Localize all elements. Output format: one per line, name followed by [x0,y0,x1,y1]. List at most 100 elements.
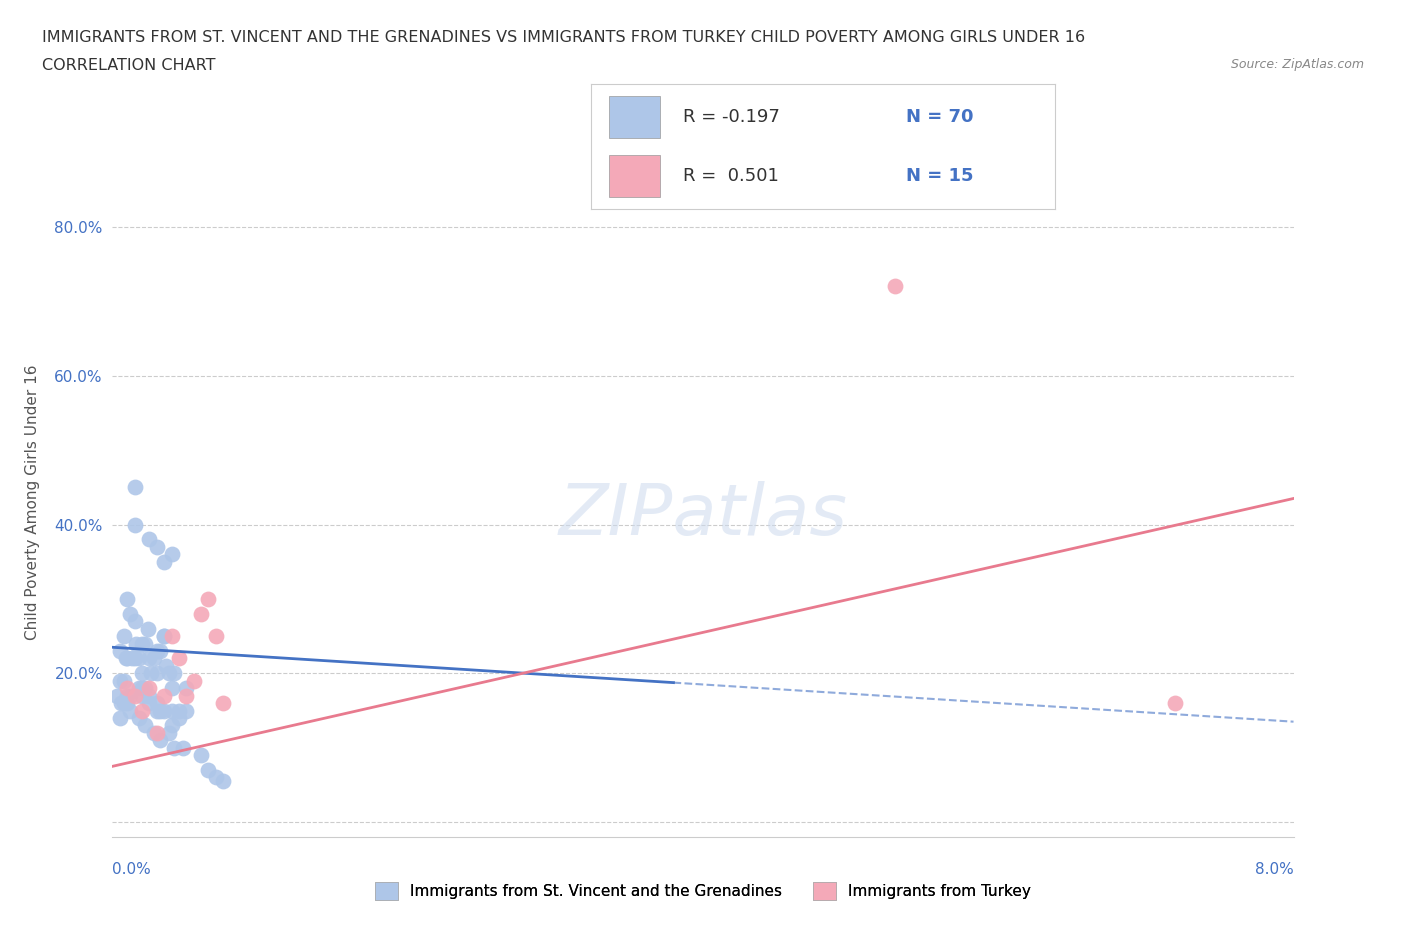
Point [125,636,148,651]
Point [172,740,194,755]
Point [174,703,197,718]
Point [117,688,138,703]
Point [131,703,153,718]
Point [157,666,180,681]
Text: R = -0.197: R = -0.197 [683,108,780,126]
Point [146,725,169,740]
Point [105,688,128,703]
Point [124,517,146,532]
Point [160,681,183,696]
Point [155,658,177,673]
Point [146,644,169,658]
Point [149,703,172,718]
Point [128,681,150,696]
Point [124,651,146,666]
Point [120,688,142,703]
Point [131,688,153,703]
Point [142,725,165,740]
Point [134,636,156,651]
Point [112,696,135,711]
Point [134,681,156,696]
Point [112,673,135,688]
Point [160,718,183,733]
Point [205,770,228,785]
FancyBboxPatch shape [609,155,661,197]
Point [138,696,160,711]
Point [134,718,156,733]
Point [146,696,169,711]
Point [120,703,142,718]
Point [153,629,176,644]
Point [190,748,212,763]
Point [160,629,183,644]
Point [138,532,160,547]
Point [163,740,186,755]
Point [167,703,190,718]
Text: N = 15: N = 15 [905,167,973,185]
Point [163,666,186,681]
Point [884,279,907,294]
Point [146,539,169,554]
Point [117,591,138,606]
Point [136,621,159,636]
Point [121,651,143,666]
Point [160,547,183,562]
Legend: Immigrants from St. Vincent and the Grenadines, Immigrants from Turkey: Immigrants from St. Vincent and the Gren… [368,875,1038,907]
Point [110,696,132,711]
Point [149,733,172,748]
Point [108,673,131,688]
Point [124,688,146,703]
Point [128,711,150,725]
Text: R =  0.501: R = 0.501 [683,167,779,185]
Point [174,688,197,703]
Point [124,614,146,629]
Point [142,651,165,666]
Text: Source: ZipAtlas.com: Source: ZipAtlas.com [1230,58,1364,71]
Point [160,703,183,718]
Text: ZIPatlas: ZIPatlas [558,481,848,550]
Point [167,651,190,666]
Point [1164,696,1187,711]
Point [138,688,160,703]
Point [139,666,162,681]
Point [149,644,172,658]
Point [146,703,169,718]
Point [197,591,219,606]
Point [212,774,235,789]
Y-axis label: Child Poverty Among Girls Under 16: Child Poverty Among Girls Under 16 [25,365,41,640]
Point [131,666,153,681]
Point [131,681,153,696]
Point [174,681,197,696]
Point [197,763,219,777]
Point [117,696,138,711]
Point [157,725,180,740]
Point [124,480,146,495]
Point [108,711,131,725]
Point [183,673,205,688]
Point [128,651,150,666]
Point [131,636,153,651]
FancyBboxPatch shape [609,97,661,138]
Point [138,651,160,666]
Point [190,606,212,621]
Point [120,606,142,621]
Point [153,703,176,718]
Point [108,644,131,658]
Text: N = 70: N = 70 [905,108,973,126]
Point [117,651,138,666]
Point [117,681,138,696]
Point [212,696,235,711]
Point [112,629,135,644]
Text: 8.0%: 8.0% [1254,862,1294,877]
Point [167,711,190,725]
Text: IMMIGRANTS FROM ST. VINCENT AND THE GRENADINES VS IMMIGRANTS FROM TURKEY CHILD P: IMMIGRANTS FROM ST. VINCENT AND THE GREN… [42,30,1085,45]
Point [153,629,176,644]
Text: CORRELATION CHART: CORRELATION CHART [42,58,215,73]
Point [114,651,136,666]
Text: 0.0%: 0.0% [112,862,152,877]
Point [153,688,176,703]
Point [205,629,228,644]
Point [138,681,160,696]
Point [153,554,176,569]
Point [146,666,169,681]
